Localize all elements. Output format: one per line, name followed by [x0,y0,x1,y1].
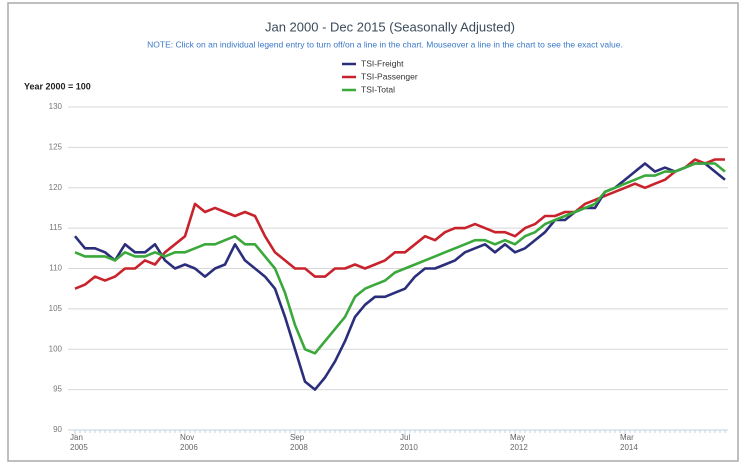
legend-label: TSI-Passenger [361,71,418,81]
legend-entry[interactable]: TSI-Total [342,84,395,94]
legend-entry[interactable]: TSI-Freight [342,58,404,68]
frame [7,2,739,462]
legend-label: TSI-Freight [361,58,404,68]
x-tick-label: Jul 2010 [400,433,418,452]
y-tick-label: 100 [49,344,63,353]
x-tick-label: May 2012 [510,433,528,452]
legend-label: TSI-Total [361,84,395,94]
x-tick-label: Nov 2006 [180,433,198,452]
y-tick-label: 90 [53,425,62,434]
y-tick-label: 105 [49,304,63,313]
chart-subtitle: NOTE: Click on an individual legend entr… [147,39,623,49]
x-tick-label: Mar 2014 [620,433,638,452]
chart-title: Jan 2000 - Dec 2015 (Seasonally Adjusted… [265,19,515,34]
y-tick-label: 130 [49,102,63,111]
series-line [74,158,725,290]
x-tick-label: Sep 2008 [290,433,308,452]
y-tick-label: 115 [49,223,62,232]
y-tick-label: 95 [53,385,62,394]
y-tick-label: 120 [49,183,63,192]
legend-entry[interactable]: TSI-Passenger [342,71,418,81]
y-tick-label: 110 [49,264,62,273]
y-axis-label: Year 2000 = 100 [24,81,91,91]
series-line [74,162,726,355]
x-tick-label: Jan 2005 [70,433,88,452]
y-tick-label: 125 [49,142,63,151]
